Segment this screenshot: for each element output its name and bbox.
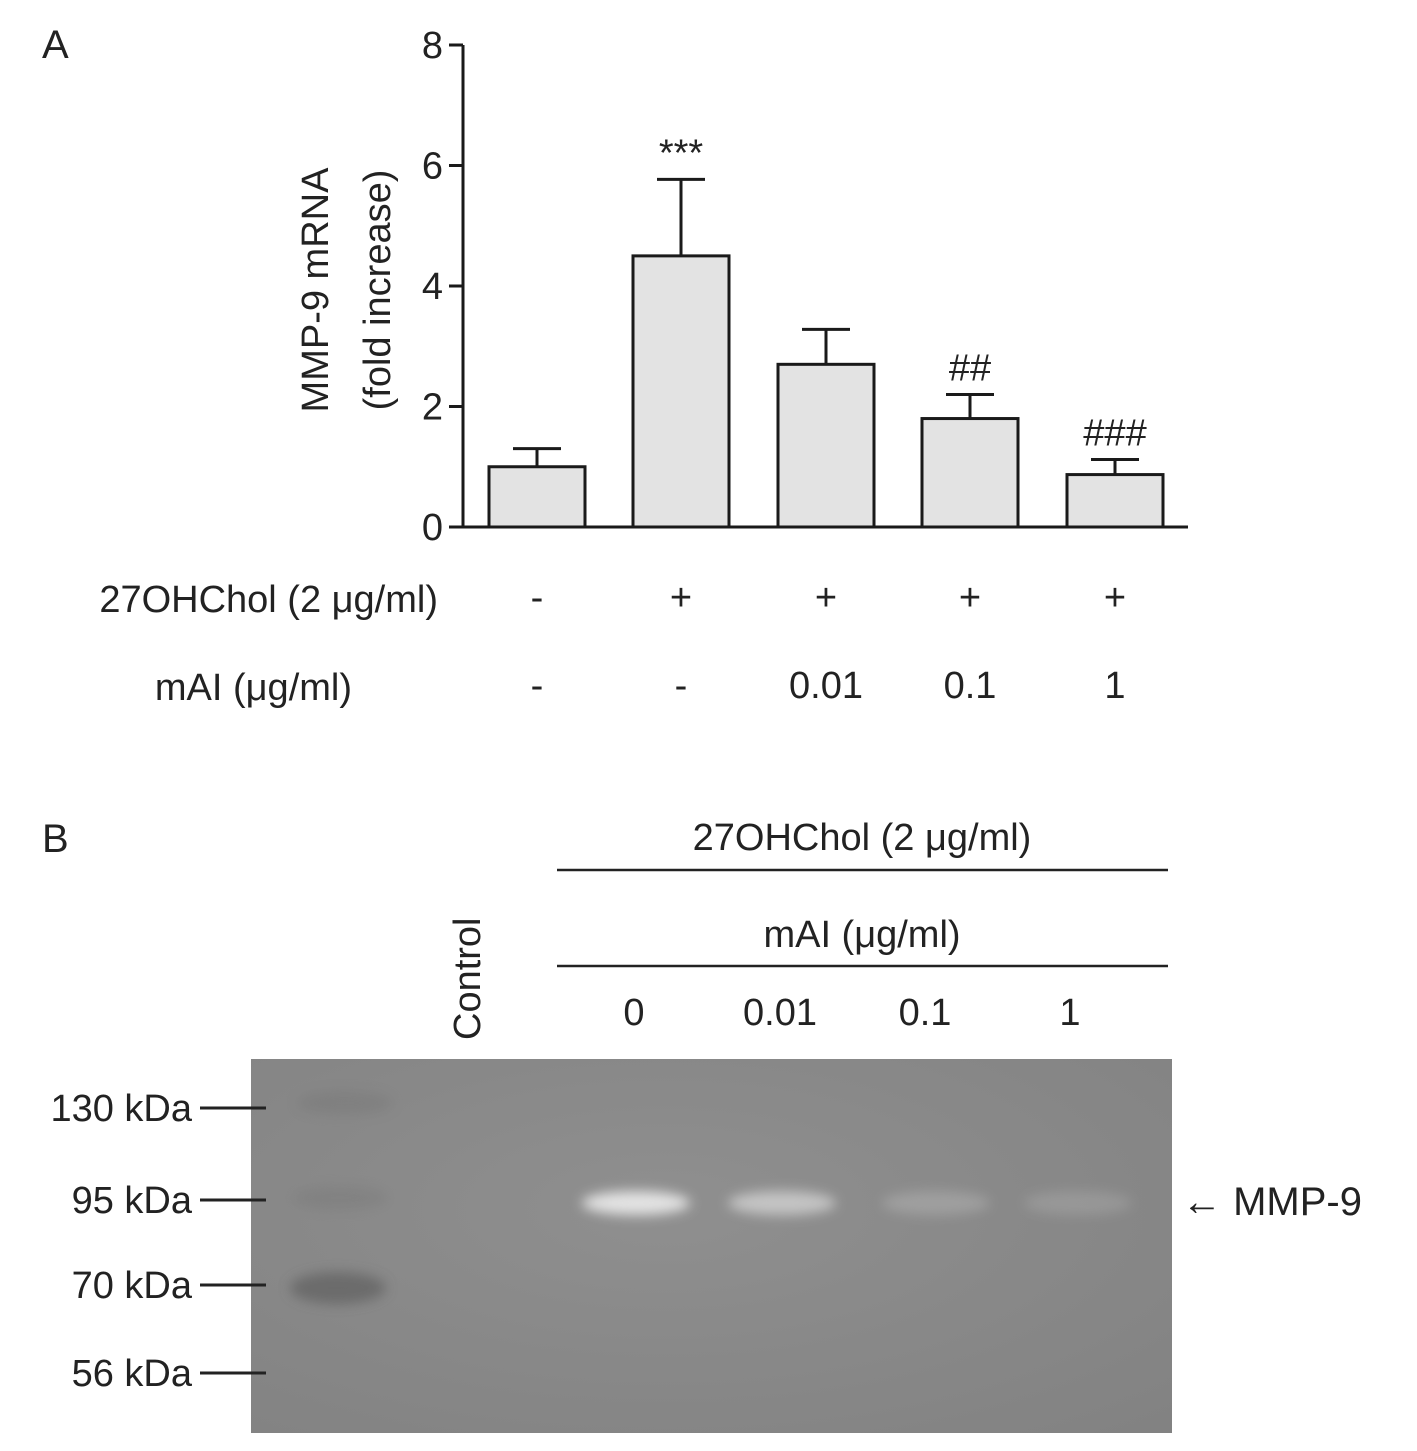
mmp9-band xyxy=(728,1191,836,1215)
lane-label: 0 xyxy=(623,992,644,1034)
bar xyxy=(1065,473,1165,529)
mai-condition: 0.01 xyxy=(789,665,863,707)
mai-condition: - xyxy=(675,665,688,707)
y-tick-label: 8 xyxy=(422,25,443,67)
ladder-band xyxy=(290,1272,386,1304)
mmp9-band xyxy=(1024,1191,1132,1215)
mmp9-band xyxy=(582,1191,690,1215)
mai-condition: 1 xyxy=(1104,665,1125,707)
lane-labels: 0 0.01 0.1 1 xyxy=(623,992,1080,1034)
header-mai: mAI (μg/ml) xyxy=(763,914,960,956)
mmp9-band-label: ← MMP-9 xyxy=(1182,1180,1362,1224)
control-lane-label: Control xyxy=(447,918,489,1041)
condition-rows: - + + + + - - 0.01 0.1 1 xyxy=(531,577,1126,707)
bar xyxy=(631,254,731,529)
mw-marker-label: 95 kDa xyxy=(72,1180,193,1222)
bar xyxy=(776,362,876,529)
chol-condition: + xyxy=(815,577,837,619)
y-tick-label: 4 xyxy=(422,266,443,308)
ladder-band xyxy=(297,1091,393,1115)
lane-label: 1 xyxy=(1059,992,1080,1034)
significance-annotation: ### xyxy=(1083,413,1146,455)
chol-condition: + xyxy=(670,577,692,619)
significance-annotation: *** xyxy=(659,132,704,174)
mw-markers: 130 kDa 95 kDa 70 kDa 56 kDa xyxy=(50,1088,266,1395)
lane-label: 0.1 xyxy=(899,992,952,1034)
bar xyxy=(920,417,1020,529)
mmp9-band xyxy=(882,1191,990,1215)
chol-condition: + xyxy=(1104,577,1126,619)
panel-a-label: A xyxy=(42,23,69,67)
row-label-mai: mAI (μg/ml) xyxy=(155,667,352,709)
y-tick-label: 0 xyxy=(422,507,443,549)
mai-condition: - xyxy=(531,665,544,707)
lane-label: 0.01 xyxy=(743,992,817,1034)
panel-b-label: B xyxy=(42,817,69,861)
gel-bands xyxy=(290,1091,1132,1304)
mw-marker-label: 70 kDa xyxy=(72,1265,193,1307)
row-label-27ohchol: 27OHChol (2 μg/ml) xyxy=(99,579,438,621)
y-tick-label: 6 xyxy=(422,146,443,188)
mai-condition: 0.1 xyxy=(944,665,997,707)
mw-marker-label: 130 kDa xyxy=(50,1088,192,1130)
header-27ohchol: 27OHChol (2 μg/ml) xyxy=(693,817,1032,859)
y-axis-label-line1: MMP-9 mRNA xyxy=(295,167,337,413)
ladder-band xyxy=(292,1186,388,1210)
bar xyxy=(487,465,587,529)
chol-condition: - xyxy=(531,577,544,619)
y-axis-label-line2: (fold increase) xyxy=(357,170,399,411)
gel-image xyxy=(251,1059,1172,1433)
y-tick-label: 2 xyxy=(422,387,443,429)
y-axis-label: MMP-9 mRNA (fold increase) xyxy=(295,167,399,413)
chol-condition: + xyxy=(959,577,981,619)
significance-annotation: ## xyxy=(949,347,991,389)
mw-marker-label: 56 kDa xyxy=(72,1353,193,1395)
